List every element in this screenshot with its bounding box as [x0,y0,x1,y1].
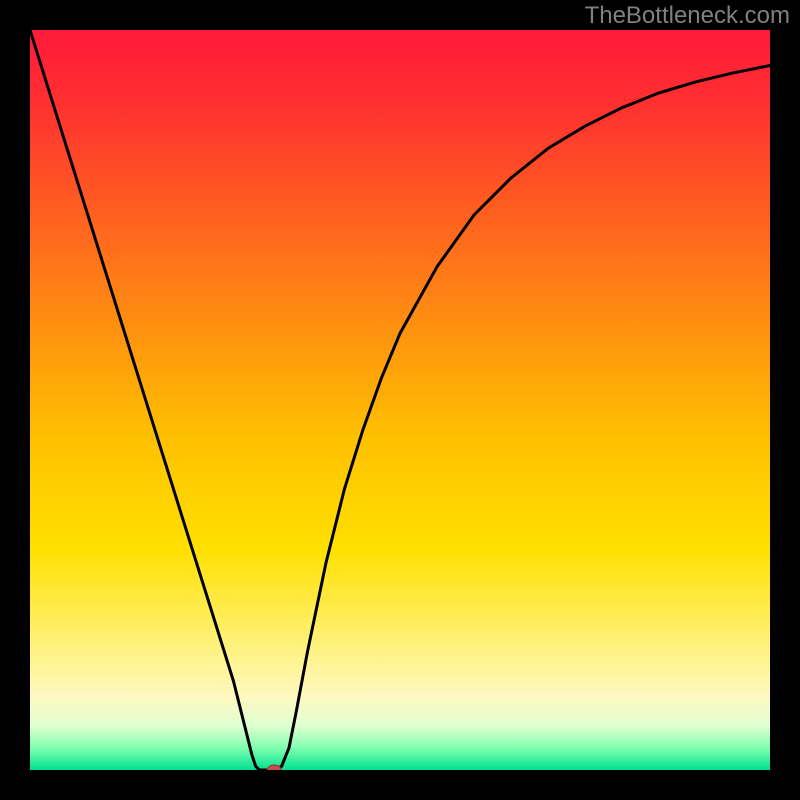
chart-container: TheBottleneck.com [0,0,800,800]
watermark-text: TheBottleneck.com [585,2,790,30]
bottleneck-chart [30,30,770,770]
gradient-background [30,30,770,770]
plot-area [30,30,770,770]
